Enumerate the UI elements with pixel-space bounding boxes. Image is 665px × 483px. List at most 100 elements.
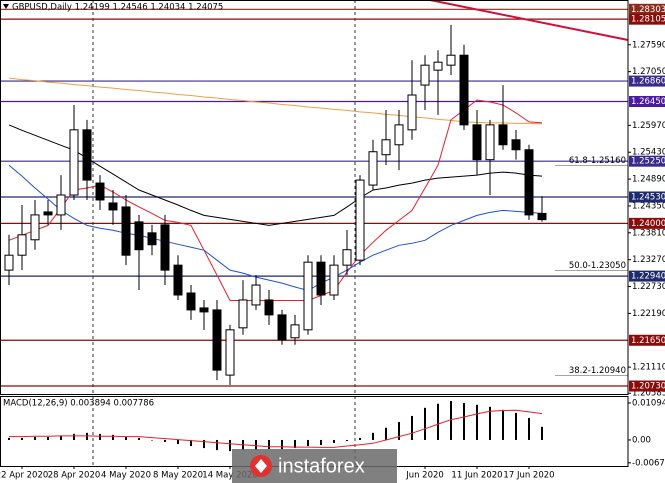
fib-label: 50.0-1.23050 [569, 261, 626, 271]
watermark: instaforex [232, 449, 397, 483]
macd-bar [463, 403, 465, 440]
candle-body [277, 314, 287, 341]
candles [4, 24, 547, 386]
trend-line [429, 0, 629, 41]
candle-body [108, 202, 118, 211]
y-tick-label: 1.24890 [632, 175, 665, 185]
candle-body [264, 299, 274, 316]
macd-bar [255, 439, 257, 451]
candle-body [212, 309, 222, 371]
macd-bar [164, 439, 166, 442]
macd-bar [268, 439, 270, 450]
watermark-text: instaforex [278, 455, 365, 477]
candle-body [69, 129, 79, 196]
y-tick-label: 1.25430 [632, 148, 665, 158]
candle-body [225, 329, 235, 376]
level-label: 1.26450 [631, 97, 665, 107]
y-tick-label: 1.21110 [632, 363, 665, 373]
macd-bar [73, 433, 75, 440]
macd-bar [216, 439, 218, 451]
macd-bar [502, 409, 504, 440]
level-box [629, 95, 665, 107]
macd-bar [307, 439, 309, 447]
macd-bar [398, 422, 400, 440]
candle-body [459, 54, 469, 126]
macd-bar [21, 437, 23, 440]
y-tick-label: 1.22730 [632, 282, 665, 292]
level-label: 1.25250 [631, 157, 665, 167]
level-box [629, 191, 665, 203]
indicators [8, 77, 543, 301]
candle-body [537, 212, 547, 221]
x-tick-label: 14 May 2020 [202, 471, 257, 481]
macd-signal [9, 409, 543, 448]
level-label: 1.28303 [631, 5, 665, 15]
level-label: 1.24530 [631, 192, 665, 202]
x-tick-label: 17 Jun 2020 [503, 471, 554, 481]
fib-label: 61.8-1.25160 [569, 156, 626, 166]
candle-body [43, 211, 53, 216]
candle-body [329, 264, 339, 296]
x-tick-label: Jun 2020 [405, 471, 444, 481]
macd-bar [359, 437, 361, 440]
menu-icon [3, 4, 9, 9]
level-box [629, 270, 665, 282]
candle-body [160, 224, 170, 271]
macd-bar [99, 433, 101, 440]
macd-bar [229, 439, 231, 452]
macd-bar [190, 439, 192, 447]
level-box [629, 75, 665, 87]
macd-y-tick-label: 0.00 [632, 435, 651, 445]
macd-y-tick-label: 0.010942 [632, 398, 665, 408]
macd-bar [320, 439, 322, 446]
candle-body [368, 151, 378, 186]
candle-body [355, 179, 365, 261]
candle-body [251, 284, 261, 306]
macd-bar [203, 439, 205, 449]
candle-body [56, 194, 66, 216]
candle-body [134, 221, 144, 251]
x-tick-label: 4 May 2020 [101, 471, 151, 481]
macd-bar [346, 439, 348, 441]
candle-body [199, 307, 209, 313]
x-tick-label: 28 Apr 2020 [48, 471, 101, 481]
indicator-line [8, 164, 543, 292]
level-box [629, 380, 665, 392]
macd-bar [528, 417, 530, 440]
candle-body [17, 234, 27, 256]
macd-bar [125, 436, 127, 440]
x-tick-label: 22 Apr 2020 [0, 471, 48, 481]
candle-body [524, 149, 534, 216]
level-label: 1.24000 [631, 219, 665, 229]
level-label: 1.26860 [631, 77, 665, 87]
indicator-line [8, 77, 543, 125]
watermark-logo-mark [255, 459, 267, 473]
levels [0, 8, 628, 387]
candle-body [95, 182, 105, 201]
candle-body [485, 124, 495, 161]
candle-body [420, 64, 430, 86]
candle-body [173, 264, 183, 296]
macd-bar [60, 435, 62, 440]
y-tick-label: 1.24350 [632, 201, 665, 211]
candle-body [290, 324, 300, 339]
x-tick-label: 11 Jun 2020 [451, 471, 502, 481]
candle-body [4, 254, 14, 271]
macd-bar [281, 439, 283, 450]
macd-bar [112, 434, 114, 440]
y-tick-label: 1.22190 [632, 309, 665, 319]
y-tick-label: 1.20585 [632, 389, 665, 399]
candle-body [303, 261, 313, 331]
candle-body [511, 139, 521, 151]
level-label: 1.21650 [631, 336, 665, 346]
candle-body [472, 124, 482, 161]
main-frame [0, 0, 629, 395]
candle-body [446, 54, 456, 66]
candle-body [121, 206, 131, 256]
candle-body [407, 94, 417, 131]
macd-bar [8, 437, 10, 440]
macd-bar [151, 439, 153, 441]
candle-body [394, 124, 404, 146]
y-tick-label: 1.23810 [632, 228, 665, 238]
